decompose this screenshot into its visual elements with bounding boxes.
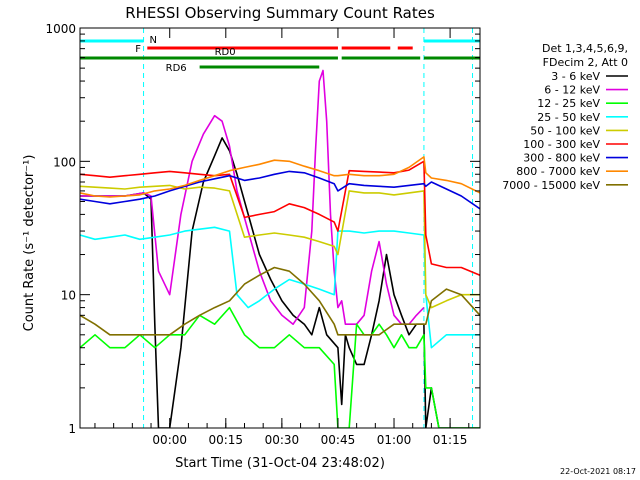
plot-area: NF RD0 RD6 00:00 00:15 00:30 00:45 01:00 01:15 1 1… bbox=[45, 22, 481, 447]
series-line-4 bbox=[80, 226, 480, 349]
plot-frame bbox=[79, 27, 481, 429]
x-tick-label-4: 01:00 bbox=[377, 433, 412, 447]
y-tick-label-3: 1000 bbox=[45, 22, 76, 36]
x-axis-label: Start Time (31-Oct-04 23:48:02) bbox=[175, 456, 385, 471]
y-tick-label-2: 100 bbox=[53, 155, 76, 169]
series-line-7 bbox=[80, 170, 480, 210]
state-bar-label-2: F bbox=[135, 44, 141, 55]
legend-label-6: 100 - 300 keV bbox=[523, 138, 600, 151]
state-bar-label-3: RD0 bbox=[215, 47, 236, 58]
series-line-6 bbox=[80, 160, 480, 276]
legend-header-line-2: FDecim 2, Att 0 bbox=[543, 56, 628, 69]
series-group bbox=[80, 69, 480, 428]
legend-label-8: 800 - 7000 keV bbox=[516, 165, 600, 178]
legend-label-4: 25 - 50 keV bbox=[537, 111, 600, 124]
chart-title: RHESSI Observing Summary Count Rates bbox=[125, 4, 435, 22]
legend-header-line-1: Det 1,3,4,5,6,9, bbox=[542, 42, 628, 55]
legend-label-1: 3 - 6 keV bbox=[551, 70, 600, 83]
x-tick-label-1: 00:15 bbox=[208, 433, 243, 447]
footer-timestamp: 22-Oct-2021 08:17 bbox=[560, 467, 636, 476]
series-line-5 bbox=[80, 184, 480, 309]
y-tick-label-1: 10 bbox=[61, 289, 76, 303]
legend-label-9: 7000 - 15000 keV bbox=[502, 179, 600, 192]
state-bar-label-1: N bbox=[150, 35, 157, 46]
series-line-9 bbox=[80, 266, 480, 336]
legend-label-2: 6 - 12 keV bbox=[544, 84, 600, 97]
series-line-8 bbox=[80, 156, 480, 198]
x-tick-label-0: 00:00 bbox=[152, 433, 187, 447]
series-line-3 bbox=[80, 306, 480, 428]
y-tick-label-0: 1 bbox=[68, 422, 76, 436]
state-bar-label-4: RD6 bbox=[166, 63, 187, 74]
legend-label-5: 50 - 100 keV bbox=[530, 124, 600, 137]
x-tick-label-2: 00:30 bbox=[265, 433, 300, 447]
y-axis-label: Count Rate (s⁻¹ detector⁻¹) bbox=[22, 155, 37, 332]
legend-label-7: 300 - 800 keV bbox=[523, 152, 600, 165]
legend-label-3: 12 - 25 keV bbox=[537, 97, 600, 110]
x-tick-label-3: 00:45 bbox=[321, 433, 356, 447]
series-line-2 bbox=[80, 69, 425, 326]
series-line-1 bbox=[80, 137, 480, 428]
x-tick-label-5: 01:15 bbox=[433, 433, 468, 447]
